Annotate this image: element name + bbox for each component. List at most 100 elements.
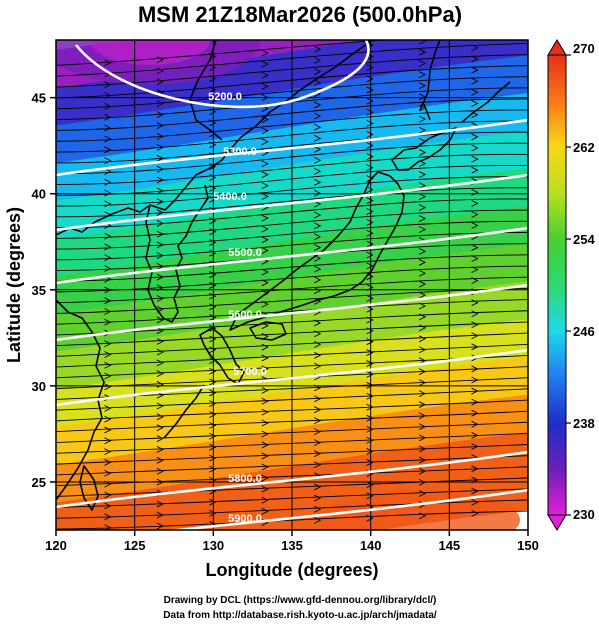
x-axis-label: Longitude (degrees) — [205, 560, 378, 580]
wind-arrowhead — [104, 415, 112, 423]
wind-arrowhead — [314, 483, 322, 491]
wind-arrowhead — [104, 469, 112, 477]
wind-arrowhead — [314, 395, 322, 403]
wind-arrowhead — [156, 176, 164, 184]
wind-arrowhead — [314, 384, 322, 392]
wind-arrowhead — [261, 386, 269, 394]
credit-data: Data from http://database.rish.kyoto-u.a… — [163, 610, 437, 621]
wind-arrowhead — [418, 115, 427, 123]
wind-arrowhead — [366, 294, 374, 302]
wind-arrowhead — [261, 365, 269, 373]
wind-arrowhead — [314, 79, 322, 87]
wind-arrowhead — [418, 335, 427, 343]
wind-arrowhead — [314, 406, 322, 414]
contour-label: 5600.0 — [228, 309, 262, 321]
wind-arrowhead — [471, 222, 479, 229]
wind-arrowhead — [471, 343, 479, 351]
colorbar-gradient — [547, 54, 567, 516]
wind-arrowhead — [261, 279, 269, 287]
wind-arrowhead — [104, 81, 112, 89]
coast-ryukyu — [163, 384, 205, 439]
wind-arrowhead — [418, 467, 427, 475]
wind-arrowhead — [471, 66, 479, 74]
wind-arrowhead — [209, 389, 217, 397]
x-tick-label: 140 — [360, 538, 382, 553]
wind-arrowhead — [209, 195, 217, 203]
wind-arrowhead — [366, 97, 374, 105]
wind-arrowhead — [156, 219, 164, 227]
wind-arrowhead — [209, 400, 217, 408]
wind-arrowhead — [314, 450, 322, 458]
wind-arrowhead — [366, 208, 374, 215]
wind-arrowhead — [418, 71, 427, 78]
wind-arrowhead — [418, 93, 427, 101]
wind-arrowhead — [314, 287, 322, 295]
wind-arrowhead — [209, 292, 217, 300]
wind-arrowhead — [366, 64, 374, 72]
wind-arrowhead — [156, 241, 164, 249]
wind-arrowhead — [366, 251, 374, 259]
wind-arrowhead — [156, 511, 164, 519]
plot-area: 5200.0 5300.0 5400.0 5500.0 5600.0 5700.0 5800… — [56, 34, 528, 530]
wind-arrowhead — [472, 34, 478, 40]
wind-arrowhead — [261, 182, 269, 189]
y-tick-label: 40 — [32, 187, 46, 202]
wind-arrowhead — [471, 55, 479, 63]
colorbar-min-triangle — [547, 514, 567, 531]
wind-arrowhead — [314, 276, 322, 284]
wind-arrowhead — [209, 174, 217, 181]
geopotential-contour — [56, 118, 528, 177]
colorbar-max-triangle — [547, 39, 567, 56]
wind-arrowhead — [261, 322, 269, 330]
wind-arrowhead — [366, 175, 374, 183]
wind-arrowhead — [104, 254, 112, 262]
wind-arrowhead — [104, 351, 112, 358]
wind-arrowhead — [209, 163, 217, 171]
wind-arrowhead — [314, 351, 322, 359]
wind-arrowhead — [156, 187, 164, 195]
wind-arrowhead — [261, 71, 269, 79]
wind-arrowhead — [314, 319, 322, 327]
wind-arrowhead — [418, 478, 427, 486]
wind-arrowhead — [471, 398, 479, 406]
wind-arrowhead — [156, 435, 164, 442]
x-axis-ticks: 120 125 130 135 140 145 150 — [45, 530, 539, 553]
wind-arrowhead — [418, 302, 427, 310]
wind-arrowhead — [471, 409, 479, 417]
wind-arrowhead — [156, 78, 164, 86]
wind-arrowhead — [366, 481, 374, 489]
wind-arrowhead — [471, 155, 479, 163]
colorbar-tick-label: 230 — [573, 507, 595, 522]
wind-arrowhead — [418, 280, 427, 288]
wind-arrowhead — [156, 327, 164, 335]
y-axis-label: Latitude (degrees) — [4, 207, 24, 363]
wind-arrowhead — [314, 101, 322, 109]
wind-arrowhead — [471, 443, 479, 450]
wind-arrowhead — [104, 113, 112, 121]
wind-arrowhead — [261, 60, 269, 68]
wind-arrowhead — [314, 341, 322, 348]
wind-arrowhead — [156, 56, 164, 64]
wind-arrowhead — [471, 376, 479, 384]
wind-arrowhead — [418, 40, 427, 45]
wind-arrowhead — [209, 141, 217, 149]
streamline — [56, 65, 528, 99]
x-tick-label: 130 — [202, 538, 224, 553]
geopotential-contour — [56, 348, 528, 407]
contour-label: 5400.0 — [213, 191, 247, 203]
streamline — [56, 466, 528, 487]
credit-drawing: Drawing by DCL (https://www.gfd-dennou.o… — [164, 595, 437, 606]
wind-arrowhead — [209, 239, 217, 246]
wind-arrowhead — [366, 459, 374, 466]
streamline — [56, 276, 528, 304]
x-tick-label: 145 — [438, 538, 460, 553]
contour-label: 5900.0 — [228, 513, 262, 525]
wind-arrowhead — [104, 189, 112, 197]
wind-arrowhead — [104, 318, 112, 326]
wind-arrowhead — [314, 516, 322, 524]
colorbar-tick-label: 254 — [573, 232, 595, 247]
wind-arrowhead — [209, 130, 217, 138]
wind-arrowhead — [104, 448, 112, 455]
wind-arrowhead — [366, 338, 374, 346]
wind-arrowhead — [418, 324, 427, 332]
